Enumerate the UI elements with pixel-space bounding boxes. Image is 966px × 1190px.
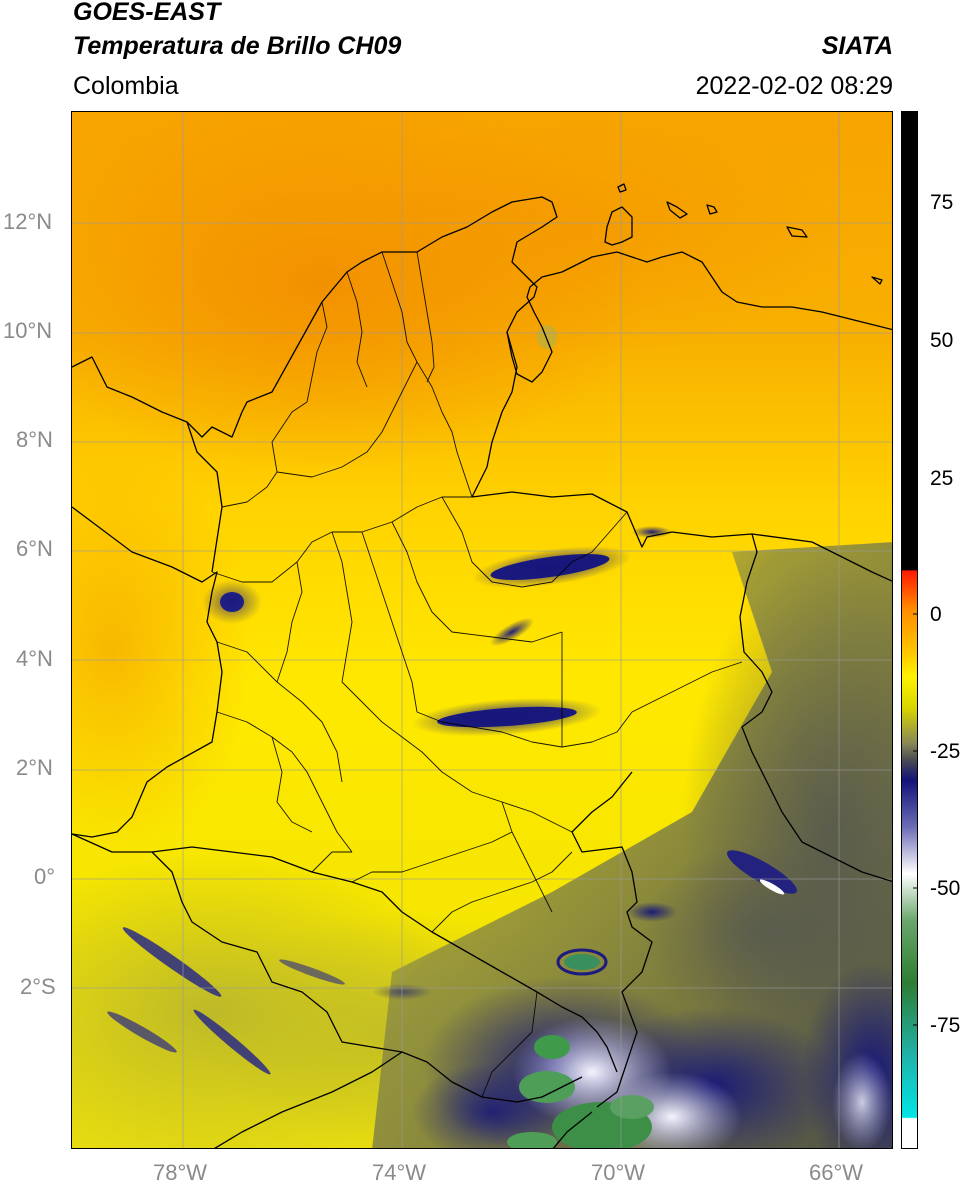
colorbar-tick-label: 25	[930, 467, 954, 490]
lat-label: 12°N	[3, 209, 53, 234]
lat-label: 10°N	[3, 318, 53, 343]
lon-label: 78°W	[153, 1160, 208, 1185]
lon-label: 74°W	[372, 1160, 427, 1185]
colorbar-tick-label: 75	[930, 191, 954, 214]
satellite-title: GOES-EAST	[73, 0, 221, 26]
colorbar	[901, 111, 918, 1149]
colorbar-tick-label: -50	[930, 877, 961, 900]
source-label: SIATA	[821, 32, 893, 60]
colorbar-tick-label: -25	[930, 740, 961, 763]
colorbar-tick-label: 0	[930, 603, 942, 626]
colorbar-tick-label: -75	[930, 1014, 961, 1037]
lat-label: 2°S	[20, 974, 56, 999]
lon-label: 70°W	[591, 1160, 646, 1185]
product-title: Temperatura de Brillo CH09	[73, 32, 402, 60]
region-label: Colombia	[73, 72, 179, 100]
lon-label: 66°W	[809, 1160, 864, 1185]
lat-label: 6°N	[16, 536, 53, 561]
colorbar-tick-label: 50	[930, 329, 954, 352]
datetime-label: 2022-02-02 08:29	[695, 72, 893, 100]
lat-label: 4°N	[16, 646, 53, 671]
brightness-temperature-map	[71, 111, 893, 1149]
lat-label: 2°N	[16, 755, 53, 780]
lat-label: 8°N	[16, 427, 53, 452]
lat-label: 0°	[34, 864, 56, 889]
